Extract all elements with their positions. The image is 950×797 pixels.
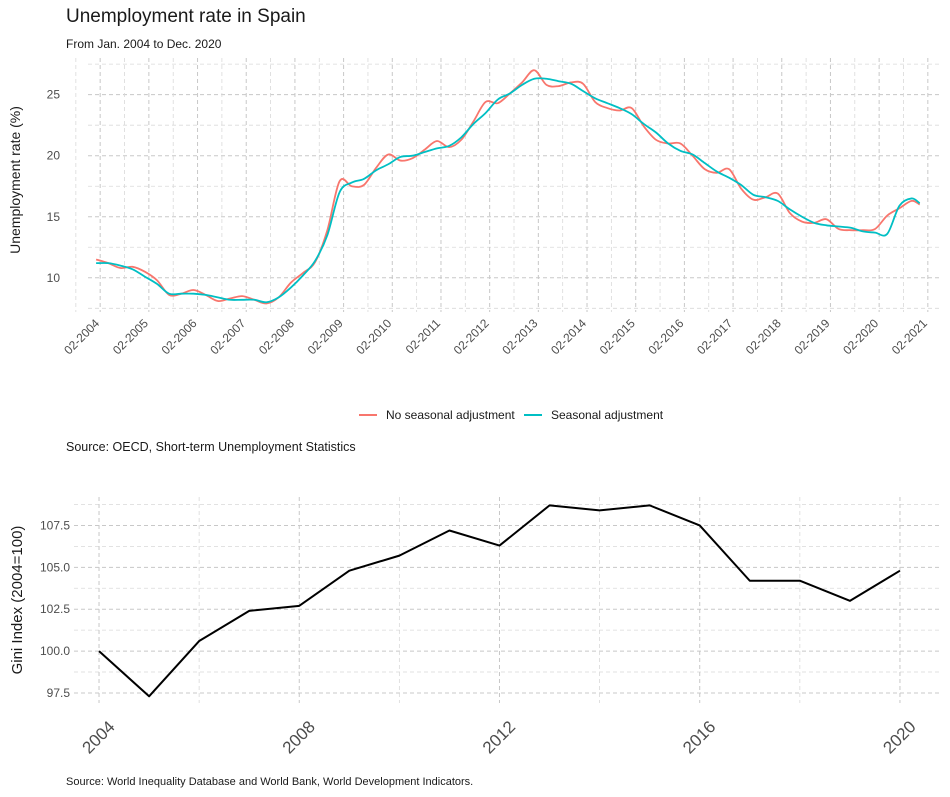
x-tick-label: 2020 bbox=[879, 717, 919, 757]
source-note-bottom: Source: World Inequality Database and Wo… bbox=[66, 776, 474, 788]
y-tick-label: 25 bbox=[47, 88, 61, 102]
y-tick-label: 10 bbox=[47, 271, 61, 285]
series-seasonal-line bbox=[96, 77, 921, 304]
chart-subtitle: From Jan. 2004 to Dec. 2020 bbox=[66, 37, 222, 51]
y-tick-label: 15 bbox=[47, 210, 61, 224]
legend-no-seasonal-label: No seasonal adjustment bbox=[386, 408, 515, 422]
chart-title: Unemployment rate in Spain bbox=[66, 6, 306, 27]
source-note-top: Source: OECD, Short-term Unemployment St… bbox=[66, 440, 356, 454]
y-tick-label: 107.5 bbox=[40, 518, 70, 532]
legend-seasonal-label: Seasonal adjustment bbox=[551, 408, 664, 422]
x-tick-label: 2012 bbox=[479, 717, 519, 757]
x-tick-label: 2008 bbox=[279, 717, 319, 757]
y-tick-label: 100.0 bbox=[40, 644, 70, 658]
y-tick-label: 97.5 bbox=[47, 686, 71, 700]
y-axis-title: Unemployment rate (%) bbox=[7, 106, 23, 254]
y-tick-label: 20 bbox=[47, 149, 61, 163]
y-tick-label: 105.0 bbox=[40, 560, 70, 574]
x-tick-label: 2016 bbox=[679, 717, 719, 757]
y-axis-title: Gini Index (2004=100) bbox=[9, 526, 26, 675]
x-tick-label: 2004 bbox=[78, 717, 118, 757]
y-tick-label: 102.5 bbox=[40, 602, 70, 616]
gini-series-line bbox=[98, 504, 901, 698]
